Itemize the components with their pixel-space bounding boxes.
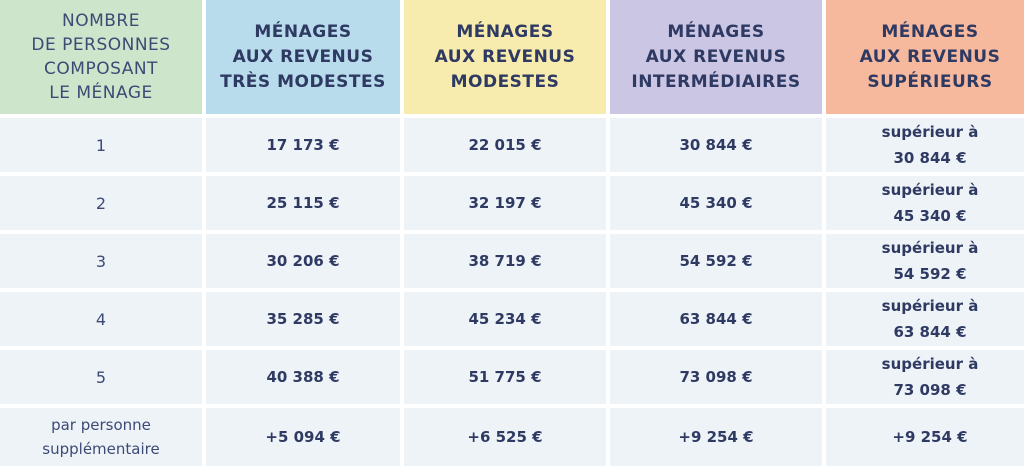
row-5-modestes: 51 775 € [404,350,606,404]
row-1-modestes: 22 015 € [404,118,606,172]
row-4-superieurs: supérieur à 63 844 € [826,292,1024,346]
row-1-superieurs: supérieur à 30 844 € [826,118,1024,172]
row-1-intermediaires: 30 844 € [610,118,822,172]
row-3-modestes: 38 719 € [404,234,606,288]
row-3-superieurs: supérieur à 54 592 € [826,234,1024,288]
row-extra-intermediaires: +9 254 € [610,408,822,466]
row-extra-persons: par personne supplémentaire [0,408,202,466]
row-3-intermediaires: 54 592 € [610,234,822,288]
row-5-intermediaires: 73 098 € [610,350,822,404]
row-4-intermediaires: 63 844 € [610,292,822,346]
row-2-superieurs: supérieur à 45 340 € [826,176,1024,230]
row-5-superieurs: supérieur à 73 098 € [826,350,1024,404]
row-4-modestes: 45 234 € [404,292,606,346]
row-4-persons: 4 [0,292,202,346]
row-2-modestes: 32 197 € [404,176,606,230]
row-3-tres-modestes: 30 206 € [206,234,400,288]
row-1-persons: 1 [0,118,202,172]
header-intermediaires: MÉNAGES AUX REVENUS INTERMÉDIAIRES [610,0,822,114]
row-2-intermediaires: 45 340 € [610,176,822,230]
row-5-tres-modestes: 40 388 € [206,350,400,404]
row-extra-tres-modestes: +5 094 € [206,408,400,466]
header-persons: NOMBRE DE PERSONNES COMPOSANT LE MÉNAGE [0,0,202,114]
row-3-persons: 3 [0,234,202,288]
row-2-persons: 2 [0,176,202,230]
row-extra-modestes: +6 525 € [404,408,606,466]
row-5-persons: 5 [0,350,202,404]
header-superieurs: MÉNAGES AUX REVENUS SUPÉRIEURS [826,0,1024,114]
row-1-tres-modestes: 17 173 € [206,118,400,172]
header-tres-modestes: MÉNAGES AUX REVENUS TRÈS MODESTES [206,0,400,114]
row-4-tres-modestes: 35 285 € [206,292,400,346]
row-extra-superieurs: +9 254 € [826,408,1024,466]
header-modestes: MÉNAGES AUX REVENUS MODESTES [404,0,606,114]
row-2-tres-modestes: 25 115 € [206,176,400,230]
